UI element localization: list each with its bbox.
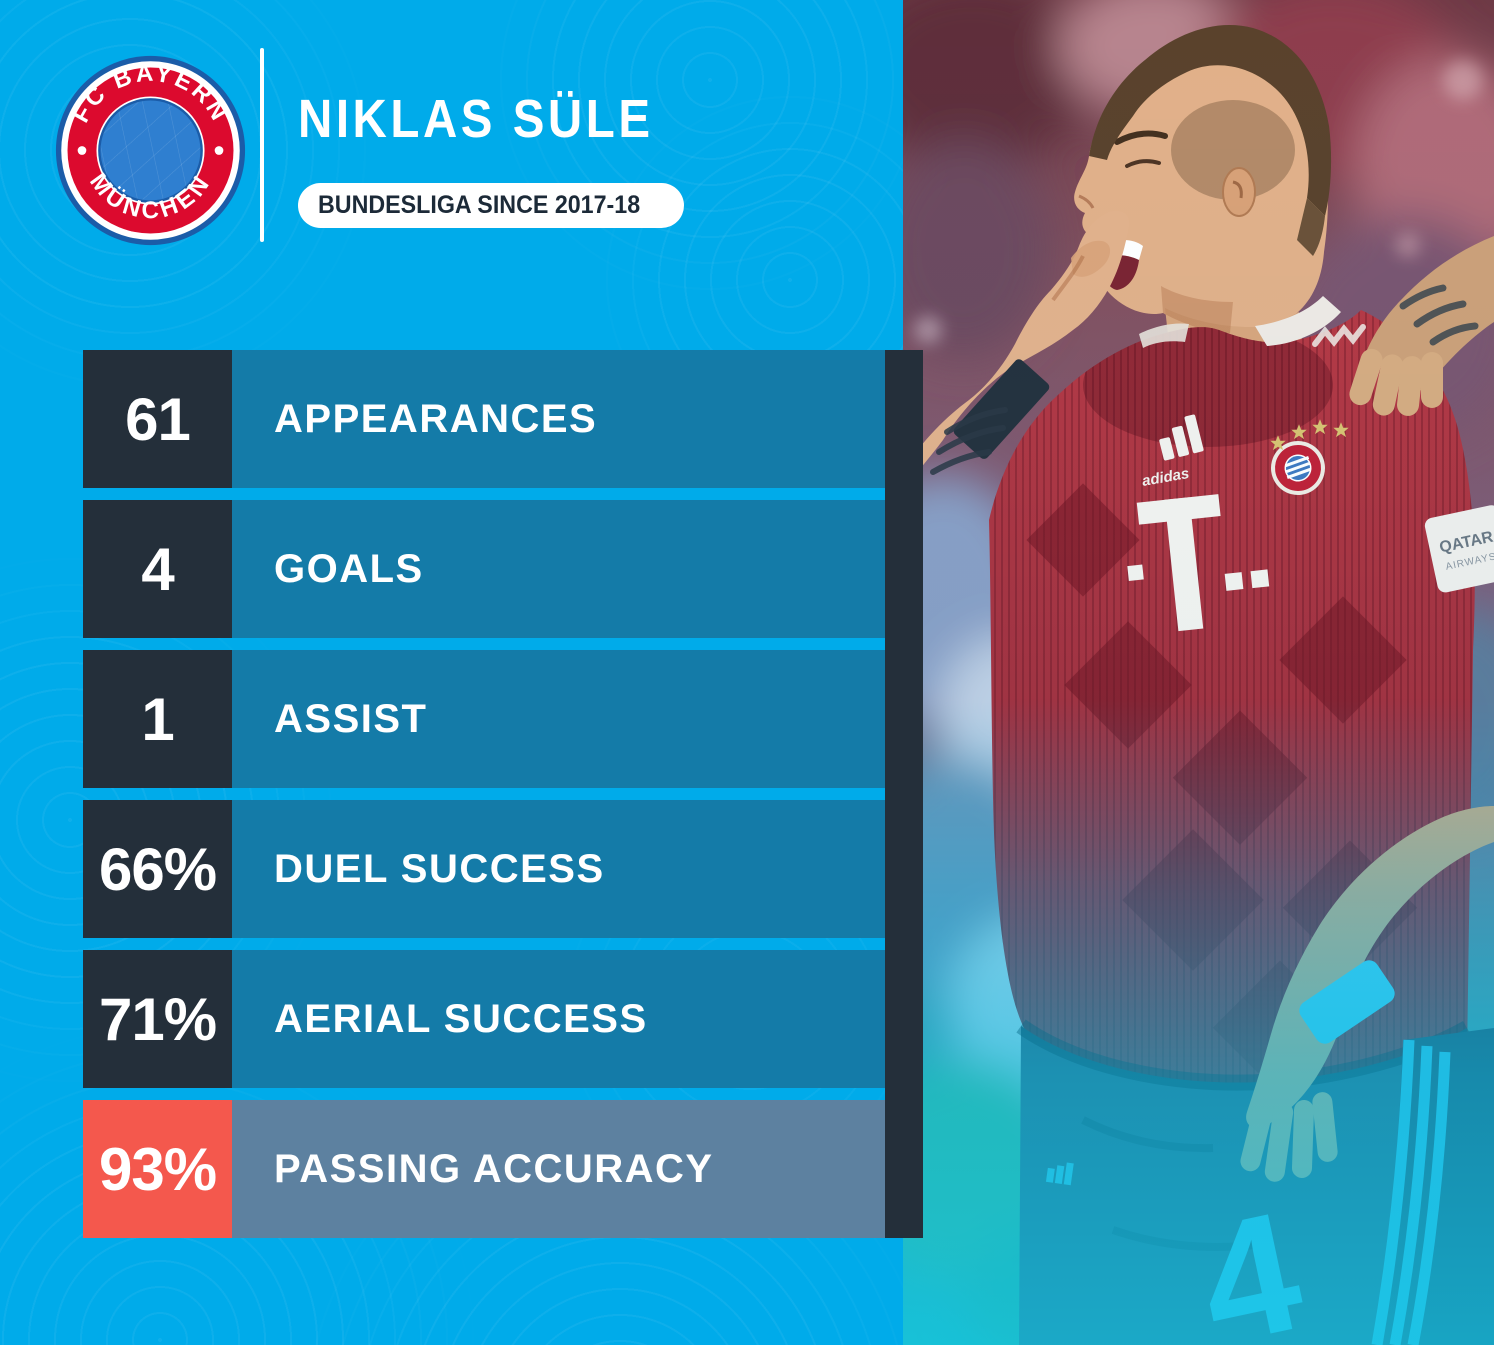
- stat-value: 4: [83, 500, 232, 638]
- stat-value: 71%: [83, 950, 232, 1088]
- stat-row-goals: 4 GOALS: [83, 500, 885, 638]
- stat-label: PASSING ACCURACY: [274, 1146, 714, 1191]
- stat-value: 93%: [83, 1100, 232, 1238]
- stat-row-assist: 1 ASSIST: [83, 650, 885, 788]
- stat-label: DUEL SUCCESS: [274, 846, 605, 891]
- header-divider: [260, 48, 264, 242]
- player-photo-illustration: adidas: [903, 0, 1494, 1345]
- stat-label: APPEARANCES: [274, 396, 598, 441]
- stat-row-duel-success: 66% DUEL SUCCESS: [83, 800, 885, 938]
- player-name: NIKLAS SÜLE: [298, 89, 654, 149]
- stat-row-aerial-success: 71% AERIAL SUCCESS: [83, 950, 885, 1088]
- subtitle-badge: BUNDESLIGA SINCE 2017-18: [298, 183, 685, 229]
- stat-label: ASSIST: [274, 696, 428, 741]
- stats-right-accent-bar: [885, 350, 923, 1238]
- stat-row-appearances: 61 APPEARANCES: [83, 350, 885, 488]
- player-photo: adidas: [903, 0, 1494, 1345]
- header-text-block: NIKLAS SÜLE BUNDESLIGA SINCE 2017-18: [298, 89, 702, 229]
- cyan-duotone-overlay: [903, 0, 1494, 1345]
- stat-label: GOALS: [274, 546, 424, 591]
- stat-row-passing-accuracy: 93% PASSING ACCURACY: [83, 1100, 885, 1238]
- stats-panel: 61 APPEARANCES 4 GOALS 1 ASSIST 66% DUEL…: [83, 350, 885, 1238]
- subtitle-badge-label: BUNDESLIGA SINCE 2017-18: [318, 191, 641, 220]
- stat-value: 61: [83, 350, 232, 488]
- stat-label: AERIAL SUCCESS: [274, 996, 648, 1041]
- stat-value: 1: [83, 650, 232, 788]
- stat-value: 66%: [83, 800, 232, 938]
- fc-bayern-crest-icon: FC BAYERN MÜNCHEN: [55, 55, 246, 246]
